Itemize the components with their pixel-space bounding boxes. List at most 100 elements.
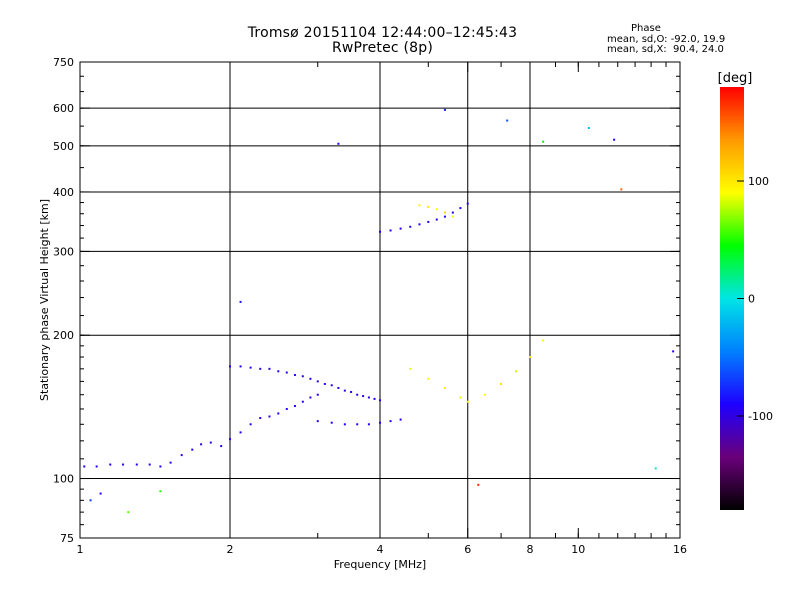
- scatter-point: [268, 415, 271, 418]
- scatter-point: [484, 393, 487, 396]
- scatter-point: [135, 463, 138, 466]
- colorbar-tick-label: -100: [748, 410, 773, 423]
- scatter-point: [620, 188, 623, 191]
- scatter-point: [301, 375, 304, 378]
- scatter-point: [435, 218, 438, 221]
- scatter-point: [427, 377, 430, 380]
- scatter-point: [654, 467, 657, 470]
- x-tick-label: 2: [227, 543, 234, 556]
- scatter-point: [229, 438, 231, 441]
- scatter-point: [239, 300, 242, 303]
- scatter-point: [159, 490, 162, 493]
- scatter-point: [389, 420, 392, 423]
- scatter-point: [277, 370, 280, 373]
- scatter-point: [330, 384, 333, 387]
- scatter-point: [466, 400, 469, 403]
- scatter-point: [451, 211, 454, 214]
- scatter-point: [542, 140, 545, 143]
- scatter-point: [500, 382, 503, 385]
- scatter-point: [427, 220, 430, 223]
- scatter-point: [337, 386, 340, 389]
- scatter-point: [409, 367, 412, 370]
- scatter-point: [443, 386, 446, 389]
- scatter-point: [443, 215, 446, 218]
- scatter-point: [169, 461, 172, 464]
- scatter-point: [367, 423, 370, 426]
- scatter-point: [389, 229, 392, 232]
- scatter-point: [323, 382, 326, 385]
- scatter-point: [379, 399, 381, 402]
- scatter-point: [613, 138, 616, 141]
- scatter-point: [373, 397, 376, 400]
- scatter-point: [399, 227, 402, 230]
- axis-ticks: [79, 61, 681, 539]
- scatter-point: [356, 423, 359, 426]
- scatter-point: [95, 465, 98, 468]
- scatter-point: [191, 448, 194, 451]
- phase-stats-heading: Phase: [631, 23, 661, 34]
- scatter-point: [293, 374, 296, 377]
- scatter-point: [99, 492, 102, 495]
- scatter-point: [418, 204, 421, 207]
- scatter-point: [379, 230, 381, 233]
- scatter-point: [89, 499, 92, 502]
- grid-lines: [79, 62, 680, 538]
- scatter-point: [309, 396, 312, 399]
- scatter-point: [418, 223, 421, 226]
- scatter-point: [316, 380, 319, 383]
- scatter-point: [435, 208, 438, 211]
- chart-title: Tromsø 20151104 12:44:00–12:45:43: [247, 25, 518, 41]
- scatter-point: [379, 421, 381, 424]
- scatter-point: [529, 356, 531, 359]
- scatter-point: [343, 423, 346, 426]
- scatter-point: [277, 412, 280, 415]
- scatter-point: [127, 511, 130, 514]
- scatter-point: [122, 463, 125, 466]
- x-tick-label: 6: [464, 543, 471, 556]
- scatter-point: [316, 393, 319, 396]
- scatter-point: [506, 119, 509, 122]
- scatter-point: [542, 339, 545, 342]
- scatter-point: [159, 465, 162, 468]
- scatter-point: [229, 365, 231, 368]
- y-tick-label: 400: [53, 186, 74, 199]
- y-tick-labels: 75 100 200 300 400 500 600 750: [53, 56, 74, 545]
- colorbar-label: [deg]: [718, 71, 753, 86]
- y-tick-label: 750: [53, 56, 74, 69]
- y-tick-label: 600: [53, 102, 74, 115]
- y-tick-label: 300: [53, 245, 74, 258]
- scatter-point: [209, 441, 212, 444]
- scatter-point: [672, 350, 675, 353]
- colorbar-tick-label: 0: [748, 293, 755, 306]
- colorbar-ticks: 100 0 -100: [737, 175, 773, 423]
- scatter-point: [180, 454, 183, 457]
- scatter-point: [337, 142, 340, 145]
- x-tick-label: 8: [527, 543, 534, 556]
- scatter-point: [109, 463, 112, 466]
- y-tick-label: 200: [53, 329, 74, 342]
- phase-stats-o-mode: mean, sd,O: -92.0, 19.9: [607, 34, 726, 45]
- scatter-point: [367, 396, 370, 399]
- scatter-point: [399, 418, 402, 421]
- scatter-point: [477, 483, 480, 486]
- x-tick-labels: 1 2 4 6 8 10 16: [77, 543, 688, 556]
- y-axis-label: Stationary phase Virtual Height [km]: [38, 199, 51, 401]
- scatter-point: [587, 127, 590, 130]
- scatter-point: [343, 389, 346, 392]
- scatter-point: [459, 396, 462, 399]
- scatter-point: [285, 407, 288, 410]
- x-tick-label: 1: [77, 543, 84, 556]
- scatter-point: [443, 108, 446, 111]
- scatter-point: [268, 367, 271, 370]
- scatter-point: [316, 420, 319, 423]
- scatter-point: [443, 211, 446, 214]
- scatter-point: [148, 463, 151, 466]
- scatter-point: [466, 202, 469, 205]
- x-tick-label: 10: [571, 543, 585, 556]
- phase-stats-x-mode: mean, sd,X: 90.4, 24.0: [607, 44, 724, 55]
- y-tick-label: 100: [53, 473, 74, 486]
- x-tick-label: 4: [377, 543, 384, 556]
- scatter-point: [293, 405, 296, 408]
- colorbar-tick-label: 100: [748, 175, 769, 188]
- scatter-point: [259, 417, 262, 420]
